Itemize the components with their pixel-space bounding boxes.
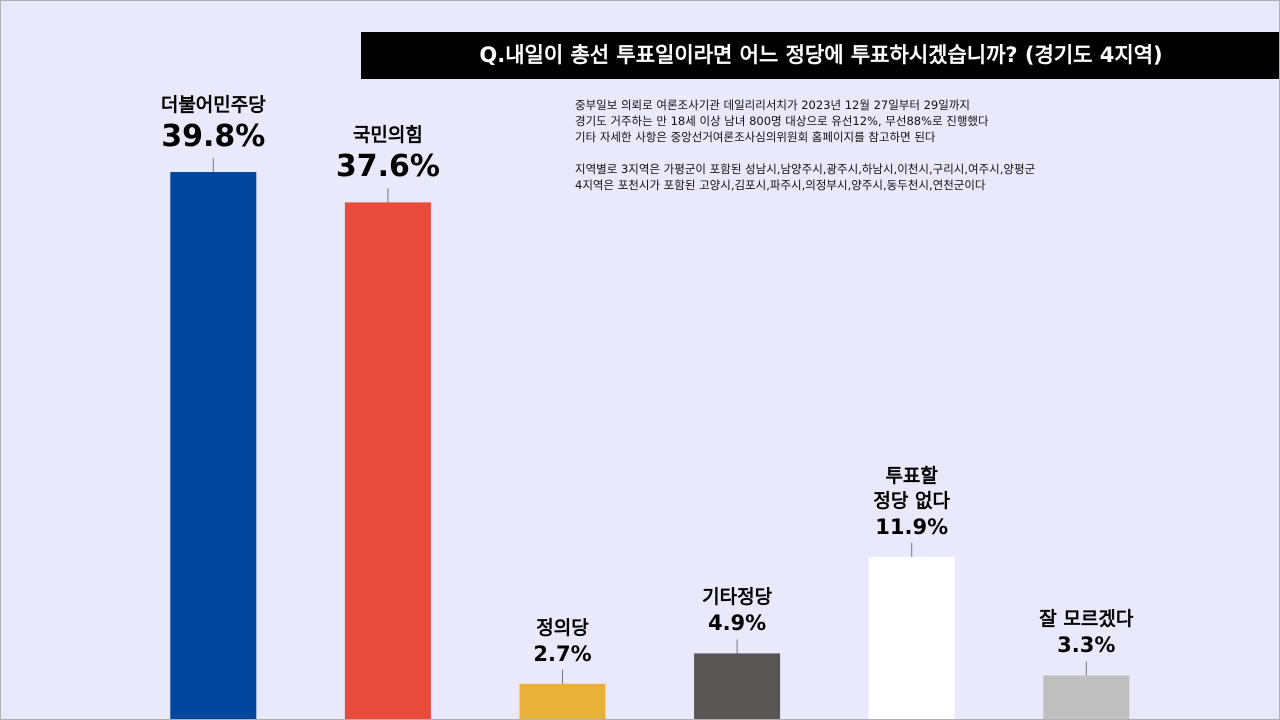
category-label: 정의당 — [536, 616, 589, 639]
note-line: 4지역은 포천시가 포함된 고양시,김포시,파주시,의정부시,양주시,동두천시,… — [575, 178, 986, 192]
value-label: 37.6% — [335, 149, 440, 185]
category-label: 투표할 정당 없다 — [873, 464, 950, 512]
bar — [694, 653, 781, 719]
value-label: 11.9% — [875, 514, 949, 539]
value-label: 3.3% — [1057, 633, 1116, 658]
category-label: 국민의힘 — [352, 124, 423, 147]
bar — [519, 683, 606, 719]
bar-label: 정의당 2.7% — [478, 616, 648, 668]
note-line: 중부일보 의뢰로 여론조사기관 데일리리서치가 2023년 12월 27일부터 … — [575, 98, 970, 112]
notes: 중부일보 의뢰로 여론조사기관 데일리리서치가 2023년 12월 27일부터 … — [575, 97, 1035, 193]
bar-label: 투표할 정당 없다 11.9% — [827, 464, 997, 541]
bar-label: 국민의힘 37.6% — [303, 123, 473, 186]
chart-title: Q.내일이 총선 투표일이라면 어느 정당에 투표하시겠습니까? (경기도 4지… — [361, 32, 1279, 79]
category-label: 더불어민주당 — [160, 94, 266, 117]
bar-label: 기타정당 4.9% — [652, 585, 822, 637]
note-line: 기타 자세한 사항은 중앙선거여론조사심의위원회 홈페이지를 참고하면 된다 — [575, 130, 936, 144]
category-label: 잘 모르겠다 — [1039, 608, 1134, 631]
bar — [1043, 675, 1130, 719]
value-label: 2.7% — [533, 641, 592, 666]
note-line: 경기도 거주하는 만 18세 이상 남녀 800명 대상으로 유선12%, 무선… — [575, 114, 989, 128]
bar — [868, 556, 955, 719]
note-line: 지역별로 3지역은 가평군이 포함된 성남시,남양주시,광주시,하남시,이천시,… — [575, 162, 1036, 176]
value-label: 39.8% — [161, 119, 266, 155]
category-label: 기타정당 — [702, 586, 773, 609]
bar — [344, 202, 431, 719]
bar-label: 더불어민주당 39.8% — [128, 93, 298, 156]
bar — [170, 172, 257, 719]
bar-label: 잘 모르겠다 3.3% — [1001, 607, 1171, 659]
value-label: 4.9% — [707, 611, 767, 636]
